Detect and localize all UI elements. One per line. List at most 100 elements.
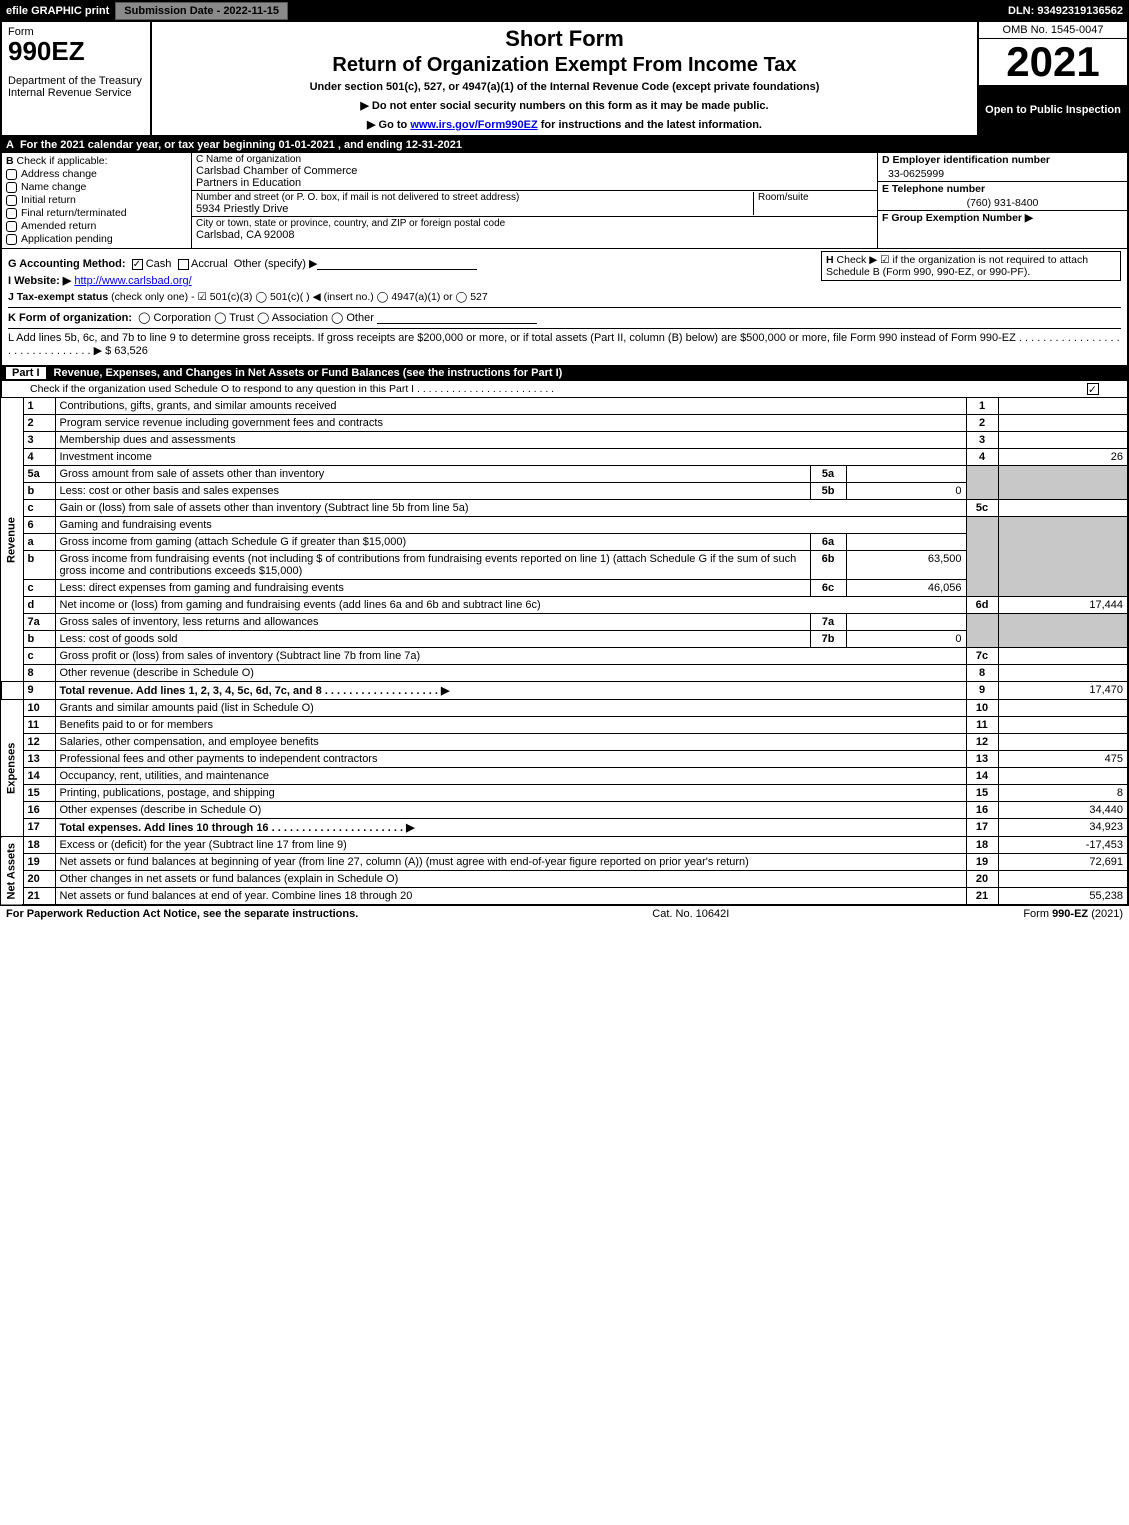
ln11-rn: 11	[966, 717, 998, 734]
ln5b-desc: Less: cost or other basis and sales expe…	[55, 483, 810, 500]
checkbox-icon	[6, 221, 17, 232]
g-accrual: Accrual	[191, 258, 228, 270]
chk-name-change[interactable]: Name change	[6, 181, 187, 193]
ln1-desc: Contributions, gifts, grants, and simila…	[55, 398, 966, 415]
ln6d-num: d	[23, 597, 55, 614]
section-revenue: Revenue	[1, 398, 23, 682]
ln13-desc: Professional fees and other payments to …	[55, 751, 966, 768]
ln20-num: 20	[23, 871, 55, 888]
ln21-rn: 21	[966, 888, 998, 906]
ln11-amt	[998, 717, 1128, 734]
ln13-num: 13	[23, 751, 55, 768]
phone-value: (760) 931-8400	[878, 196, 1127, 210]
ln4-amt: 26	[998, 449, 1128, 466]
ln19-desc: Net assets or fund balances at beginning…	[55, 854, 966, 871]
efile-label: efile GRAPHIC print	[0, 5, 115, 17]
row-j: J Tax-exempt status (check only one) - ☑…	[8, 291, 1121, 303]
ln6a-sub: 6a	[810, 534, 846, 551]
footer-right: Form 990-EZ (2021)	[1023, 908, 1123, 920]
tax-year: 2021	[979, 39, 1127, 85]
ln6b-subv: 63,500	[846, 551, 966, 580]
ln10-amt	[998, 700, 1128, 717]
ln3-num: 3	[23, 432, 55, 449]
part-1-sub: Check if the organization used Schedule …	[0, 381, 1129, 397]
ln6b-sub: 6b	[810, 551, 846, 580]
chk-application-pending[interactable]: Application pending	[6, 233, 187, 245]
ein-value: 33-0625999	[878, 167, 1127, 181]
checkbox-cash[interactable]	[132, 259, 143, 270]
g-cash: Cash	[146, 258, 172, 270]
dln-label: DLN: 93492319136562	[1002, 5, 1129, 17]
website-link[interactable]: http://www.carlsbad.org/	[74, 275, 191, 287]
col-c: C Name of organization Carlsbad Chamber …	[192, 153, 877, 248]
short-form-title: Short Form	[158, 26, 971, 52]
ln2-desc: Program service revenue including govern…	[55, 415, 966, 432]
col-def: D Employer identification number 33-0625…	[877, 153, 1127, 248]
ln15-num: 15	[23, 785, 55, 802]
goto-pre: ▶ Go to	[367, 119, 410, 131]
part-1-bar: Part I Revenue, Expenses, and Changes in…	[0, 365, 1129, 381]
ln12-desc: Salaries, other compensation, and employ…	[55, 734, 966, 751]
ln7c-num: c	[23, 648, 55, 665]
checkbox-icon	[6, 208, 17, 219]
ln7a-desc: Gross sales of inventory, less returns a…	[55, 614, 810, 631]
ln6-num: 6	[23, 517, 55, 534]
footer-catno: Cat. No. 10642I	[652, 908, 729, 920]
ln15-desc: Printing, publications, postage, and shi…	[55, 785, 966, 802]
part-1-subtext: Check if the organization used Schedule …	[30, 383, 554, 395]
grey-7-amt	[998, 614, 1128, 648]
block-bcdef: B Check if applicable: Address change Na…	[0, 153, 1129, 249]
k-other-line[interactable]	[377, 312, 537, 324]
checkbox-accrual[interactable]	[178, 259, 189, 270]
row-k: K Form of organization: ◯ Corporation ◯ …	[8, 307, 1121, 324]
ln6c-desc: Less: direct expenses from gaming and fu…	[55, 580, 810, 597]
other-specify-line[interactable]	[317, 258, 477, 270]
ln7c-amt	[998, 648, 1128, 665]
j-rest: (check only one) - ☑ 501(c)(3) ◯ 501(c)(…	[111, 291, 488, 303]
ln6-desc: Gaming and fundraising events	[55, 517, 966, 534]
ln1-rn: 1	[966, 398, 998, 415]
ln5c-num: c	[23, 500, 55, 517]
c-name-label: C Name of organization	[196, 154, 357, 165]
chk-initial-return[interactable]: Initial return	[6, 194, 187, 206]
ln14-amt	[998, 768, 1128, 785]
e-label: E Telephone number	[882, 183, 985, 195]
ln6a-subv	[846, 534, 966, 551]
header-mid: Short Form Return of Organization Exempt…	[152, 22, 977, 135]
submission-date-button[interactable]: Submission Date - 2022-11-15	[115, 2, 288, 20]
ln21-num: 21	[23, 888, 55, 906]
mid-rows: H Check ▶ ☑ if the organization is not r…	[0, 249, 1129, 365]
grey-5	[966, 466, 998, 500]
ln6c-num: c	[23, 580, 55, 597]
ln7b-subv: 0	[846, 631, 966, 648]
ln21-desc: Net assets or fund balances at end of ye…	[55, 888, 966, 906]
ln2-amt	[998, 415, 1128, 432]
ln14-num: 14	[23, 768, 55, 785]
grey-6	[966, 517, 998, 597]
ln13-rn: 13	[966, 751, 998, 768]
grey-7	[966, 614, 998, 648]
chk-final-return[interactable]: Final return/terminated	[6, 207, 187, 219]
ln5a-subv	[846, 466, 966, 483]
chk-amended-return[interactable]: Amended return	[6, 220, 187, 232]
ln6d-amt: 17,444	[998, 597, 1128, 614]
ln4-rn: 4	[966, 449, 998, 466]
ln9-num: 9	[23, 682, 55, 700]
ln7c-desc: Gross profit or (loss) from sales of inv…	[55, 648, 966, 665]
label-h: H	[826, 254, 834, 266]
org-name-2: Partners in Education	[196, 177, 357, 189]
ln20-rn: 20	[966, 871, 998, 888]
ln5a-sub: 5a	[810, 466, 846, 483]
k-opts: ◯ Corporation ◯ Trust ◯ Association ◯ Ot…	[138, 312, 374, 324]
return-title: Return of Organization Exempt From Incom…	[158, 54, 971, 77]
ln4-desc: Investment income	[55, 449, 966, 466]
ln17-rn: 17	[966, 819, 998, 837]
ln6a-desc: Gross income from gaming (attach Schedul…	[55, 534, 810, 551]
form-table: Revenue 1 Contributions, gifts, grants, …	[0, 397, 1129, 906]
ln16-amt: 34,440	[998, 802, 1128, 819]
chk-address-change[interactable]: Address change	[6, 168, 187, 180]
ln14-desc: Occupancy, rent, utilities, and maintena…	[55, 768, 966, 785]
ln6a-num: a	[23, 534, 55, 551]
ln14-rn: 14	[966, 768, 998, 785]
irs-link[interactable]: www.irs.gov/Form990EZ	[410, 119, 537, 131]
